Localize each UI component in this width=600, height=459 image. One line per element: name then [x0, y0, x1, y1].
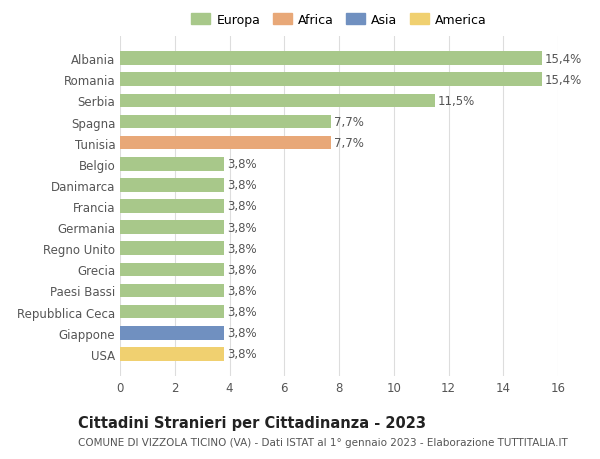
- Text: 3,8%: 3,8%: [227, 158, 256, 171]
- Bar: [120, 94, 435, 108]
- Bar: [120, 347, 224, 361]
- Bar: [120, 326, 224, 340]
- Text: 3,8%: 3,8%: [227, 179, 256, 192]
- Legend: Europa, Africa, Asia, America: Europa, Africa, Asia, America: [187, 9, 491, 32]
- Text: 15,4%: 15,4%: [544, 52, 581, 66]
- Bar: [120, 136, 331, 150]
- Text: 3,8%: 3,8%: [227, 326, 256, 340]
- Bar: [120, 305, 224, 319]
- Bar: [120, 200, 224, 213]
- Bar: [120, 221, 224, 235]
- Text: 3,8%: 3,8%: [227, 200, 256, 213]
- Bar: [120, 52, 542, 66]
- Bar: [120, 263, 224, 277]
- Text: 3,8%: 3,8%: [227, 347, 256, 361]
- Text: 3,8%: 3,8%: [227, 221, 256, 234]
- Bar: [120, 157, 224, 171]
- Bar: [120, 115, 331, 129]
- Text: 3,8%: 3,8%: [227, 305, 256, 319]
- Bar: [120, 179, 224, 192]
- Text: 7,7%: 7,7%: [334, 116, 364, 129]
- Text: 11,5%: 11,5%: [437, 95, 475, 108]
- Bar: [120, 73, 542, 87]
- Text: Cittadini Stranieri per Cittadinanza - 2023: Cittadini Stranieri per Cittadinanza - 2…: [78, 415, 426, 431]
- Text: COMUNE DI VIZZOLA TICINO (VA) - Dati ISTAT al 1° gennaio 2023 - Elaborazione TUT: COMUNE DI VIZZOLA TICINO (VA) - Dati IST…: [78, 437, 568, 447]
- Text: 3,8%: 3,8%: [227, 263, 256, 276]
- Text: 3,8%: 3,8%: [227, 242, 256, 255]
- Text: 15,4%: 15,4%: [544, 73, 581, 87]
- Bar: [120, 242, 224, 256]
- Text: 3,8%: 3,8%: [227, 285, 256, 297]
- Text: 7,7%: 7,7%: [334, 137, 364, 150]
- Bar: [120, 284, 224, 298]
